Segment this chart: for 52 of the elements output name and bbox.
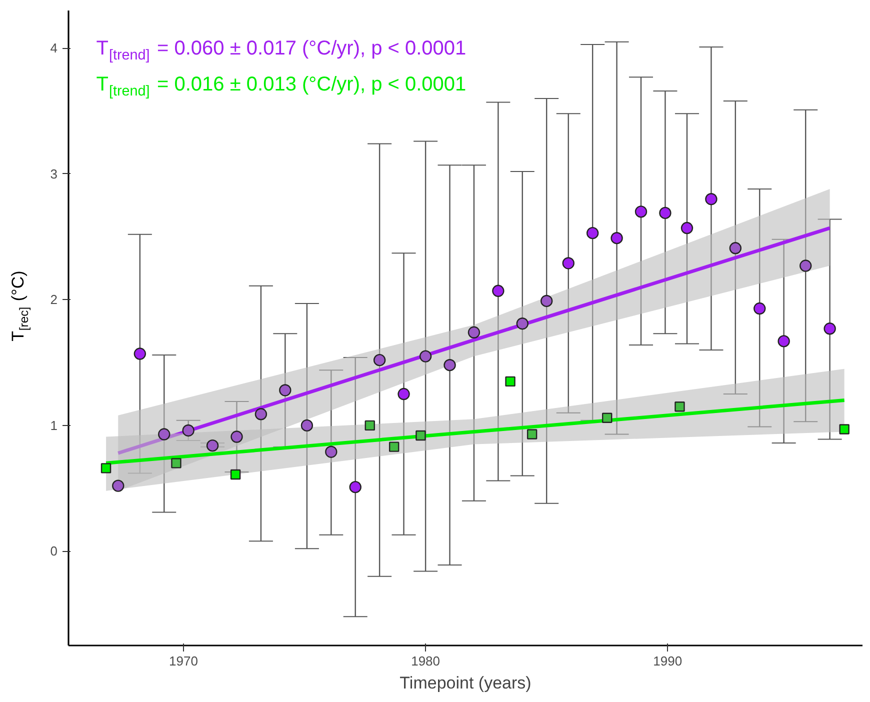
point — [254, 408, 268, 420]
point — [112, 480, 124, 492]
y-tick-label: 4 — [50, 40, 58, 56]
point — [416, 430, 426, 441]
point — [505, 376, 516, 387]
y-tick-label: 0 — [50, 544, 58, 559]
point — [182, 424, 194, 437]
point — [674, 401, 685, 412]
point — [492, 284, 504, 297]
point — [729, 242, 742, 254]
point — [325, 446, 338, 458]
point — [540, 294, 553, 308]
point — [171, 458, 182, 468]
point — [468, 326, 480, 338]
y-tick-label: 1 — [50, 418, 58, 433]
point — [562, 257, 574, 270]
x-tick-label: 1990 — [653, 654, 682, 668]
point — [398, 388, 410, 400]
point — [705, 193, 718, 206]
point — [680, 222, 694, 234]
point — [349, 480, 362, 494]
point — [602, 412, 612, 424]
x-tick-label: 1970 — [169, 654, 198, 668]
point — [634, 206, 648, 218]
y-tick-label: 3 — [50, 166, 58, 182]
point — [444, 359, 456, 372]
point — [300, 419, 314, 432]
point — [373, 354, 386, 366]
point — [206, 439, 219, 452]
point — [134, 348, 146, 360]
x-tick-label: 1980 — [411, 654, 440, 668]
point — [279, 384, 292, 396]
point — [230, 469, 241, 480]
point — [754, 302, 766, 315]
y-axis-title: T[rec] (°C) — [8, 270, 32, 342]
point — [586, 226, 599, 240]
point — [388, 442, 400, 452]
point — [100, 463, 112, 474]
point — [230, 430, 243, 443]
point — [800, 260, 812, 272]
point — [839, 424, 850, 434]
point — [778, 335, 790, 348]
point — [610, 232, 623, 244]
point — [516, 318, 528, 330]
point — [364, 420, 375, 431]
point — [659, 206, 672, 220]
point — [824, 322, 836, 335]
x-axis-title: Timepoint (years) — [400, 674, 532, 692]
point — [419, 350, 432, 362]
point — [158, 428, 170, 440]
point — [526, 429, 538, 440]
y-tick-label: 2 — [50, 292, 58, 308]
